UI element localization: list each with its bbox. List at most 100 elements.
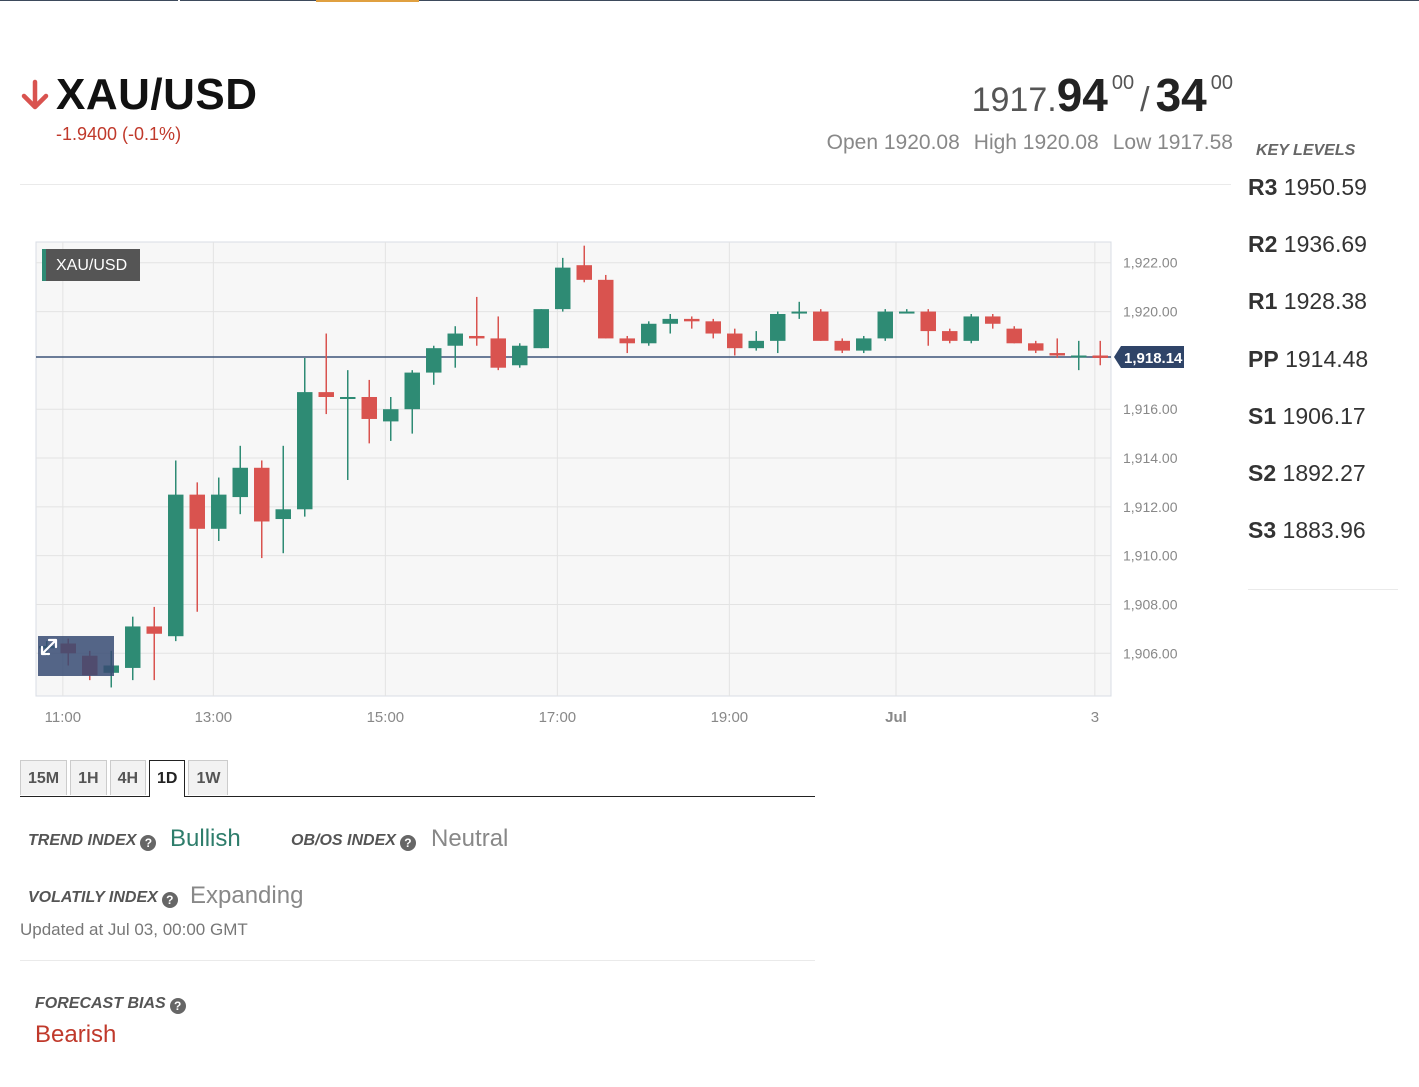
y-tick-label: 1,916.00 bbox=[1123, 401, 1178, 417]
candle-body bbox=[856, 338, 872, 351]
candle-body bbox=[490, 338, 506, 368]
candle-body bbox=[146, 626, 162, 634]
ask-big-digits: 34 bbox=[1155, 69, 1207, 121]
candlestick-chart[interactable]: 1,922.00 1,920.00 1,916.00 1,914.00 1,912.00… bbox=[20, 230, 1200, 740]
obos-index-value: Neutral bbox=[431, 825, 509, 852]
legend-label: XAU/USD bbox=[56, 257, 127, 274]
y-tick-label: 1,920.00 bbox=[1123, 304, 1178, 320]
candle-body bbox=[748, 340, 764, 349]
tab-1h[interactable]: 1H bbox=[70, 760, 107, 795]
volatility-index-text: VOLATILY INDEX bbox=[28, 889, 158, 906]
key-level-value: 1928.38 bbox=[1283, 288, 1367, 315]
candle-body bbox=[877, 311, 893, 339]
candle-body bbox=[254, 467, 270, 522]
forecast-bias-label: FORECAST BIAS? bbox=[35, 995, 186, 1014]
candle-body bbox=[598, 279, 614, 339]
help-icon[interactable]: ? bbox=[140, 835, 157, 851]
indicators-divider bbox=[20, 960, 815, 961]
candle-body bbox=[1028, 343, 1044, 351]
candle-body bbox=[469, 335, 485, 339]
bid-superscript: 00 bbox=[1111, 72, 1135, 94]
candle-body bbox=[211, 494, 227, 529]
trend-index-value: Bullish bbox=[170, 825, 241, 852]
candle-body bbox=[125, 626, 141, 668]
key-levels-divider bbox=[1248, 589, 1398, 590]
candle-body bbox=[318, 392, 334, 397]
key-level-value: 1906.17 bbox=[1282, 402, 1366, 429]
updated-timestamp: Updated at Jul 03, 00:00 GMT bbox=[20, 920, 248, 939]
key-level-value: 1914.48 bbox=[1285, 345, 1369, 372]
candle-body bbox=[168, 494, 184, 637]
candle-body bbox=[404, 372, 420, 410]
key-level-r2: R2 1936.69 bbox=[1248, 231, 1398, 288]
candle-body bbox=[985, 316, 1001, 324]
candle-body bbox=[1092, 355, 1108, 358]
tab-15m[interactable]: 15M bbox=[20, 760, 68, 795]
obos-index-label: OB/OS INDEX? bbox=[291, 832, 416, 851]
tab-1w[interactable]: 1W bbox=[188, 760, 229, 795]
y-tick-label: 1,912.00 bbox=[1123, 499, 1178, 515]
candle-body bbox=[813, 311, 829, 341]
bid-ask-quote: 1917.94 00/34 00 bbox=[972, 68, 1233, 122]
help-icon[interactable]: ? bbox=[161, 892, 178, 908]
key-level-value: 1936.69 bbox=[1283, 231, 1367, 258]
candle-body bbox=[834, 340, 850, 351]
candle-body bbox=[705, 321, 721, 334]
candle-body bbox=[512, 345, 528, 366]
candle-body bbox=[770, 314, 786, 341]
key-level-name: R1 bbox=[1248, 288, 1278, 315]
bid-big-digits: 94 bbox=[1056, 69, 1108, 121]
price-change: -1.9400 (-0.1%) bbox=[56, 124, 182, 144]
candle-body bbox=[684, 318, 700, 322]
top-nav-divider bbox=[178, 0, 180, 1]
y-tick-label: 1,922.00 bbox=[1123, 255, 1178, 271]
tab-4h[interactable]: 4H bbox=[109, 760, 147, 795]
help-icon[interactable]: ? bbox=[169, 998, 186, 1014]
candle-body bbox=[340, 396, 356, 399]
tab-1d[interactable]: 1D bbox=[149, 760, 186, 797]
price-chart[interactable]: 1,922.00 1,920.00 1,916.00 1,914.00 1,912.00… bbox=[20, 230, 1200, 740]
key-level-value: 1950.59 bbox=[1283, 174, 1367, 200]
plot-area bbox=[35, 241, 1112, 697]
obos-index-text: OB/OS INDEX bbox=[291, 832, 396, 849]
x-tick-label: 3 bbox=[1091, 709, 1099, 726]
forecast-bias-value: Bearish bbox=[35, 1021, 117, 1048]
candle-body bbox=[426, 348, 442, 373]
candle-body bbox=[963, 316, 979, 341]
candle-body bbox=[361, 396, 377, 419]
key-levels-panel: KEY LEVELS R3 1950.59 R2 1936.69 R1 1928… bbox=[1248, 142, 1398, 574]
candle-body bbox=[662, 318, 678, 324]
top-nav-bar bbox=[0, 0, 1419, 2]
y-tick-label: 1,910.00 bbox=[1123, 548, 1178, 564]
x-tick-label: 19:00 bbox=[711, 709, 749, 726]
help-icon[interactable]: ? bbox=[399, 835, 416, 851]
candle-body bbox=[791, 311, 807, 314]
bid-prefix: 1917. bbox=[971, 81, 1057, 119]
last-price-label: 1,918.14 bbox=[1124, 350, 1183, 367]
key-level-r3: R3 1950.59 bbox=[1248, 174, 1398, 231]
timeframe-tabs: 15M 1H 4H 1D 1W bbox=[20, 760, 815, 797]
last-price-marker bbox=[1114, 345, 1184, 368]
key-level-name: S3 bbox=[1248, 517, 1277, 544]
expand-icon bbox=[40, 638, 58, 656]
ask-superscript: 00 bbox=[1210, 72, 1233, 94]
open-high-low: Open 1920.08 High 1920.08 Low 1917.58 bbox=[813, 131, 1233, 155]
candle-body bbox=[189, 494, 205, 529]
key-level-s1: S1 1906.17 bbox=[1248, 403, 1398, 460]
candle-body bbox=[576, 265, 592, 280]
active-nav-indicator bbox=[316, 0, 419, 2]
legend-swatch bbox=[42, 249, 46, 281]
x-tick-label: Jul bbox=[885, 709, 907, 726]
key-level-s2: S2 1892.27 bbox=[1248, 460, 1398, 517]
quote-slash: / bbox=[1140, 81, 1150, 119]
key-level-name: PP bbox=[1248, 345, 1279, 372]
key-level-name: S2 bbox=[1248, 459, 1277, 486]
symbol-header: XAU/USD bbox=[20, 70, 258, 120]
candle-body bbox=[1049, 353, 1065, 356]
expand-chart-button[interactable] bbox=[38, 636, 114, 676]
candle-body bbox=[232, 467, 248, 498]
symbol-title: XAU/USD bbox=[56, 70, 258, 119]
volatility-index-label: VOLATILY INDEX? bbox=[28, 889, 178, 908]
y-tick-label: 1,908.00 bbox=[1123, 596, 1178, 612]
trend-index-text: TREND INDEX bbox=[28, 832, 137, 849]
